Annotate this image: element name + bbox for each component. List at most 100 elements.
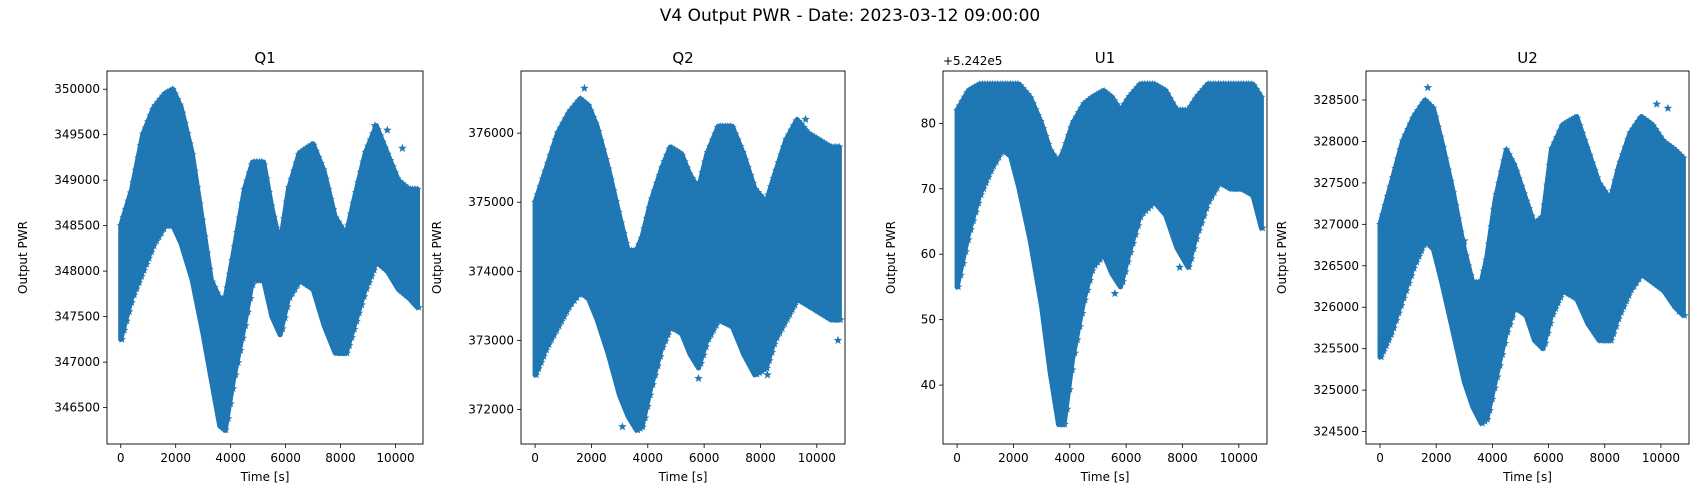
data-series (953, 79, 1267, 428)
x-tick-label: 2000 (1421, 451, 1452, 465)
y-tick-label: 374000 (468, 264, 514, 278)
x-tick-label: 10000 (376, 451, 414, 465)
point-cloud (118, 86, 420, 433)
data-series (531, 83, 845, 434)
subplot-title: U2 (1517, 49, 1538, 67)
y-tick-label: 373000 (468, 333, 514, 347)
y-tick-label: 349000 (54, 173, 100, 187)
y-tick-label: 327500 (1313, 176, 1359, 190)
subplot-q1: 0 2000 4000 6000 8000 10000 346500 347000 347500… (16, 49, 424, 484)
subplot-u1: 0 2000 4000 6000 8000 10000 40 50 60 70 80 U1 Time [… (884, 49, 1268, 484)
x-tick-label: 2000 (576, 451, 607, 465)
data-series (116, 85, 423, 434)
y-tick-label: 50 (921, 313, 936, 327)
outlier-point (763, 370, 772, 379)
y-axis-label: Output PWR (16, 221, 30, 294)
outlier-point (833, 335, 843, 344)
x-axis-label: Time [s] (658, 470, 708, 484)
y-axis-label: Output PWR (884, 221, 898, 294)
y-tick-label: 325500 (1313, 342, 1359, 356)
y-tick-label: 60 (921, 247, 936, 261)
outlier-point (1652, 99, 1661, 108)
y-tick-label: 328500 (1313, 93, 1359, 107)
x-tick-label: 6000 (270, 451, 301, 465)
x-tick-label: 10000 (798, 451, 836, 465)
y-tick-label: 372000 (468, 402, 514, 416)
y-axis-label: Output PWR (1275, 221, 1289, 294)
x-tick-label: 8000 (745, 451, 776, 465)
x-tick-label: 4000 (633, 451, 664, 465)
y-axis-label: Output PWR (430, 221, 444, 294)
x-tick-label: 0 (117, 451, 125, 465)
x-tick-label: 0 (1376, 451, 1384, 465)
y-tick-label: 325000 (1313, 383, 1359, 397)
y-tick-label: 349500 (54, 128, 100, 142)
x-tick-label: 8000 (1589, 451, 1620, 465)
x-tick-label: 4000 (1055, 451, 1086, 465)
x-tick-label: 6000 (1111, 451, 1142, 465)
outlier-point (398, 143, 407, 152)
x-axis-label: Time [s] (240, 470, 290, 484)
y-tick-label: 70 (921, 182, 936, 196)
y-tick-label: 350000 (54, 82, 100, 96)
y-tick-label: 347000 (54, 355, 100, 369)
x-tick-label: 2000 (998, 451, 1029, 465)
outlier-point (580, 83, 589, 92)
x-tick-label: 4000 (1477, 451, 1508, 465)
outlier-point (370, 121, 380, 130)
y-tick-label: 375000 (468, 195, 514, 209)
x-tick-label: 8000 (1167, 451, 1198, 465)
subplot-title: U1 (1095, 49, 1116, 67)
edge-markers (116, 85, 423, 434)
subplot-title: Q2 (672, 49, 693, 67)
x-tick-label: 6000 (1533, 451, 1564, 465)
outlier-point (1175, 262, 1184, 271)
figure-title: V4 Output PWR - Date: 2023-03-12 09:00:0… (659, 6, 1041, 26)
edge-markers (531, 94, 845, 434)
y-tick-label: 376000 (468, 126, 514, 140)
x-tick-label: 10000 (1642, 451, 1680, 465)
outlier-point (801, 114, 810, 123)
edge-markers (1376, 96, 1689, 427)
y-tick-label: 348500 (54, 219, 100, 233)
subplot-title: Q1 (254, 49, 275, 67)
y-tick-label: 346500 (54, 401, 100, 415)
y-tick-label: 348000 (54, 264, 100, 278)
y-tick-label: 40 (921, 378, 936, 392)
y-tick-label: 326500 (1313, 259, 1359, 273)
outlier-point (1460, 236, 1469, 245)
y-tick-label: 80 (921, 116, 936, 130)
x-tick-label: 0 (953, 451, 961, 465)
x-tick-label: 0 (531, 451, 539, 465)
point-cloud (1377, 97, 1686, 426)
y-tick-label: 326000 (1313, 300, 1359, 314)
outlier-point (618, 422, 627, 431)
y-tick-label: 324500 (1313, 425, 1359, 439)
x-tick-label: 10000 (1220, 451, 1258, 465)
outlier-point (1663, 103, 1673, 112)
outlier-point (750, 360, 760, 369)
outlier-point (1423, 83, 1433, 92)
x-axis-label: Time [s] (1502, 470, 1552, 484)
subplot-q2: 0 2000 4000 6000 8000 10000 372000 373000 374000… (430, 49, 846, 484)
outlier-point (1674, 306, 1684, 315)
x-tick-label: 6000 (689, 451, 720, 465)
y-offset-label: +5.242e5 (943, 54, 1002, 68)
x-tick-label: 4000 (215, 451, 246, 465)
point-cloud (532, 96, 842, 433)
x-tick-label: 8000 (325, 451, 356, 465)
subplot-u2: 0 2000 4000 6000 8000 10000 324500 325000 325500… (1275, 49, 1690, 484)
y-tick-label: 328000 (1313, 134, 1359, 148)
x-tick-label: 2000 (160, 451, 191, 465)
y-tick-label: 347500 (54, 310, 100, 324)
outlier-point (694, 373, 703, 382)
data-series (1376, 83, 1689, 427)
axes-frame (520, 70, 846, 445)
axes-frame (942, 70, 1268, 445)
axes-frame (1365, 70, 1690, 445)
axes-frame (106, 70, 424, 445)
y-tick-label: 327000 (1313, 217, 1359, 231)
x-axis-label: Time [s] (1080, 470, 1130, 484)
outlier-point (383, 125, 392, 134)
